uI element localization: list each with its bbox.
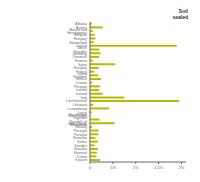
svg-text:2%: 2% [179,165,185,170]
svg-text:Kosovo: Kosovo [75,158,87,162]
svg-text:1.5%: 1.5% [154,165,164,170]
svg-text:0: 0 [89,165,92,170]
svg-text:.5%: .5% [109,165,116,170]
svg-text:1%: 1% [133,165,139,170]
